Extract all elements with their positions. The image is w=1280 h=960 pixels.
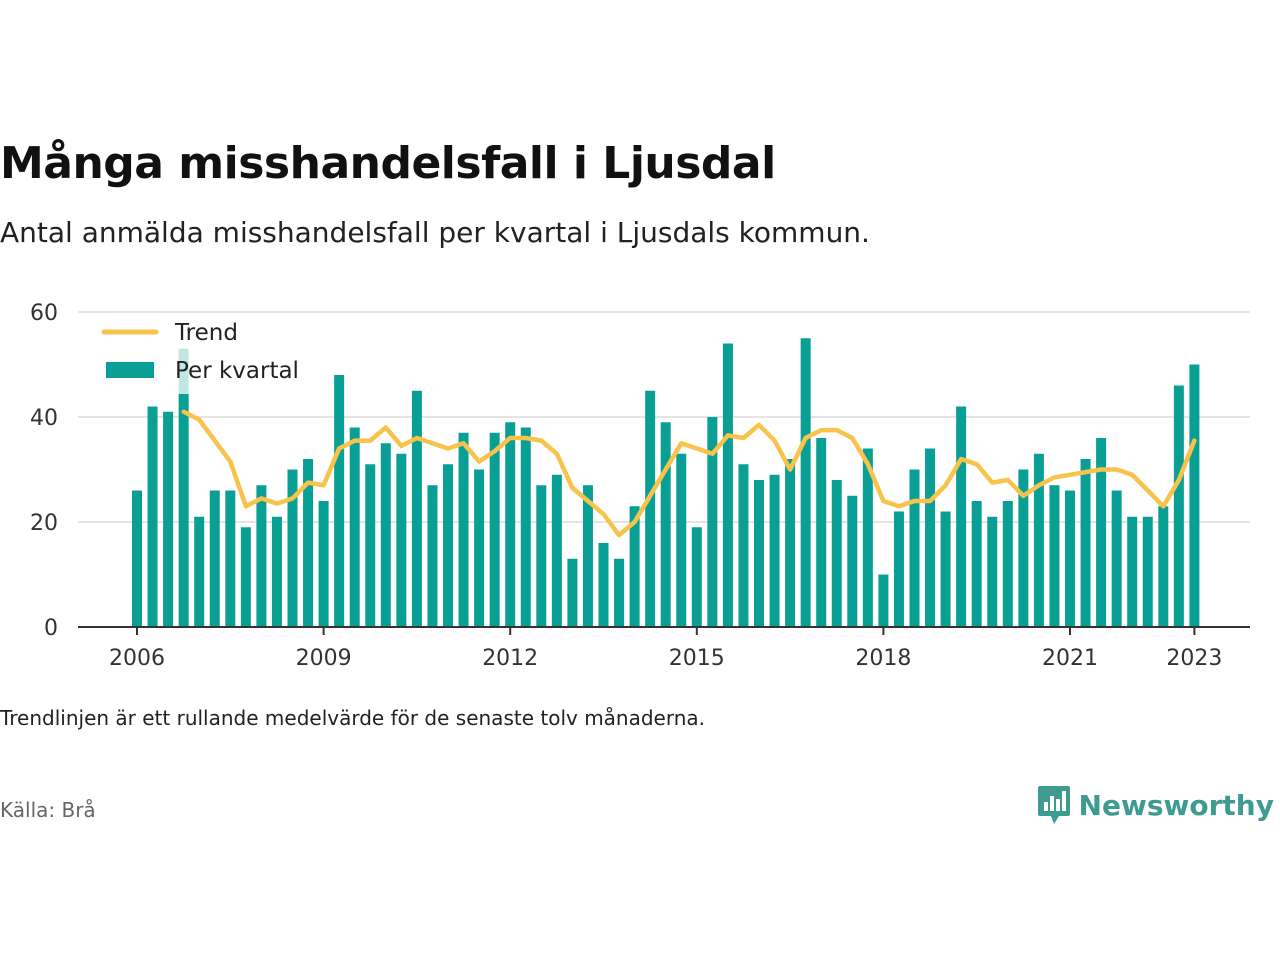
legend-bar-swatch — [106, 362, 154, 378]
brand-logo: Newsworthy — [1037, 784, 1274, 826]
bar — [909, 469, 920, 627]
bar — [1080, 459, 1091, 627]
trend-line — [181, 409, 1197, 538]
bar — [987, 516, 998, 627]
bar — [878, 574, 889, 627]
bar — [1018, 469, 1029, 627]
bar — [318, 501, 329, 627]
bar — [629, 506, 640, 627]
bar — [660, 422, 671, 627]
bar — [831, 480, 842, 627]
newsworthy-logo-icon — [1037, 786, 1070, 824]
bar — [769, 474, 780, 627]
bar — [380, 443, 391, 627]
bar — [132, 490, 142, 627]
bar — [676, 453, 687, 627]
bar — [225, 490, 236, 627]
bar — [209, 490, 220, 627]
bar — [862, 448, 873, 627]
trend-note: Trendlinjen är ett rullande medelvärde f… — [0, 706, 706, 730]
bar — [847, 495, 858, 627]
bar — [303, 459, 314, 627]
bar — [163, 411, 174, 627]
bar — [147, 406, 158, 627]
bar — [940, 511, 951, 627]
bar — [956, 406, 967, 627]
bar — [1002, 501, 1013, 627]
x-axis: 2006 2009 2012 2015 2018 2021 2023 — [78, 626, 1250, 671]
bar — [458, 432, 469, 627]
bar — [194, 516, 205, 627]
bar — [785, 459, 796, 627]
legend-background — [90, 314, 310, 394]
y-tick-label: 40 — [30, 406, 58, 431]
bar — [707, 417, 718, 627]
bar — [971, 501, 982, 627]
bar — [925, 448, 936, 627]
legend-label-bars: Per kvartal — [175, 358, 299, 384]
x-tick-label: 2021 — [1042, 646, 1098, 671]
chart: 0 20 40 60 2006 2009 2012 2015 2018 2021 2023 Tre… — [30, 301, 1250, 671]
x-tick-label: 2015 — [669, 646, 725, 671]
bar — [691, 527, 702, 627]
bar — [349, 427, 360, 627]
x-tick-label: 2018 — [855, 646, 911, 671]
bar — [1158, 506, 1169, 627]
bar — [1049, 485, 1060, 627]
bar — [1142, 516, 1153, 627]
bar — [1173, 385, 1184, 627]
bar — [240, 527, 251, 627]
bar — [505, 422, 516, 627]
bar — [551, 474, 562, 627]
bar — [427, 485, 438, 627]
bar — [598, 543, 609, 627]
chart-title: Många misshandelsfall i Ljusdal — [0, 138, 776, 189]
bar — [1033, 453, 1044, 627]
x-tick-label: 2006 — [109, 646, 165, 671]
y-tick-label: 60 — [30, 301, 58, 326]
bar — [1111, 490, 1122, 627]
bar — [178, 348, 189, 627]
bar — [738, 464, 749, 627]
bar — [334, 375, 345, 627]
bar — [800, 338, 811, 627]
bar — [256, 485, 267, 627]
bar — [474, 469, 485, 627]
bar — [536, 485, 547, 627]
legend-label-trend: Trend — [174, 320, 238, 346]
bar — [1189, 364, 1200, 627]
legend: Trend Per kvartal — [90, 314, 310, 394]
chart-subtitle: Antal anmälda misshandelsfall per kvarta… — [0, 216, 870, 249]
bar — [1127, 516, 1138, 627]
bar — [489, 432, 500, 627]
brand-name: Newsworthy — [1078, 788, 1274, 822]
bar — [614, 558, 625, 627]
y-axis-ticks: 0 20 40 60 — [30, 301, 58, 641]
bar — [582, 485, 593, 627]
bar — [567, 558, 578, 627]
x-tick-label: 2012 — [482, 646, 538, 671]
bar — [1065, 490, 1075, 627]
bar — [287, 469, 298, 627]
bar — [1096, 438, 1107, 627]
y-tick-label: 0 — [44, 616, 58, 641]
bar — [893, 511, 904, 627]
y-tick-label: 20 — [30, 511, 58, 536]
x-tick-label: 2023 — [1166, 646, 1222, 671]
bar — [816, 438, 827, 627]
bar — [396, 453, 407, 627]
bar — [443, 464, 453, 627]
bar — [271, 516, 282, 627]
bar — [365, 464, 376, 627]
trend-series — [181, 409, 1197, 538]
bar — [722, 343, 733, 627]
bar-series — [132, 338, 1200, 627]
x-tick-label: 2009 — [296, 646, 352, 671]
source-label: Källa: Brå — [0, 798, 96, 822]
bar — [754, 480, 764, 627]
bar — [520, 427, 531, 627]
bar — [645, 390, 656, 627]
bar — [411, 390, 422, 627]
